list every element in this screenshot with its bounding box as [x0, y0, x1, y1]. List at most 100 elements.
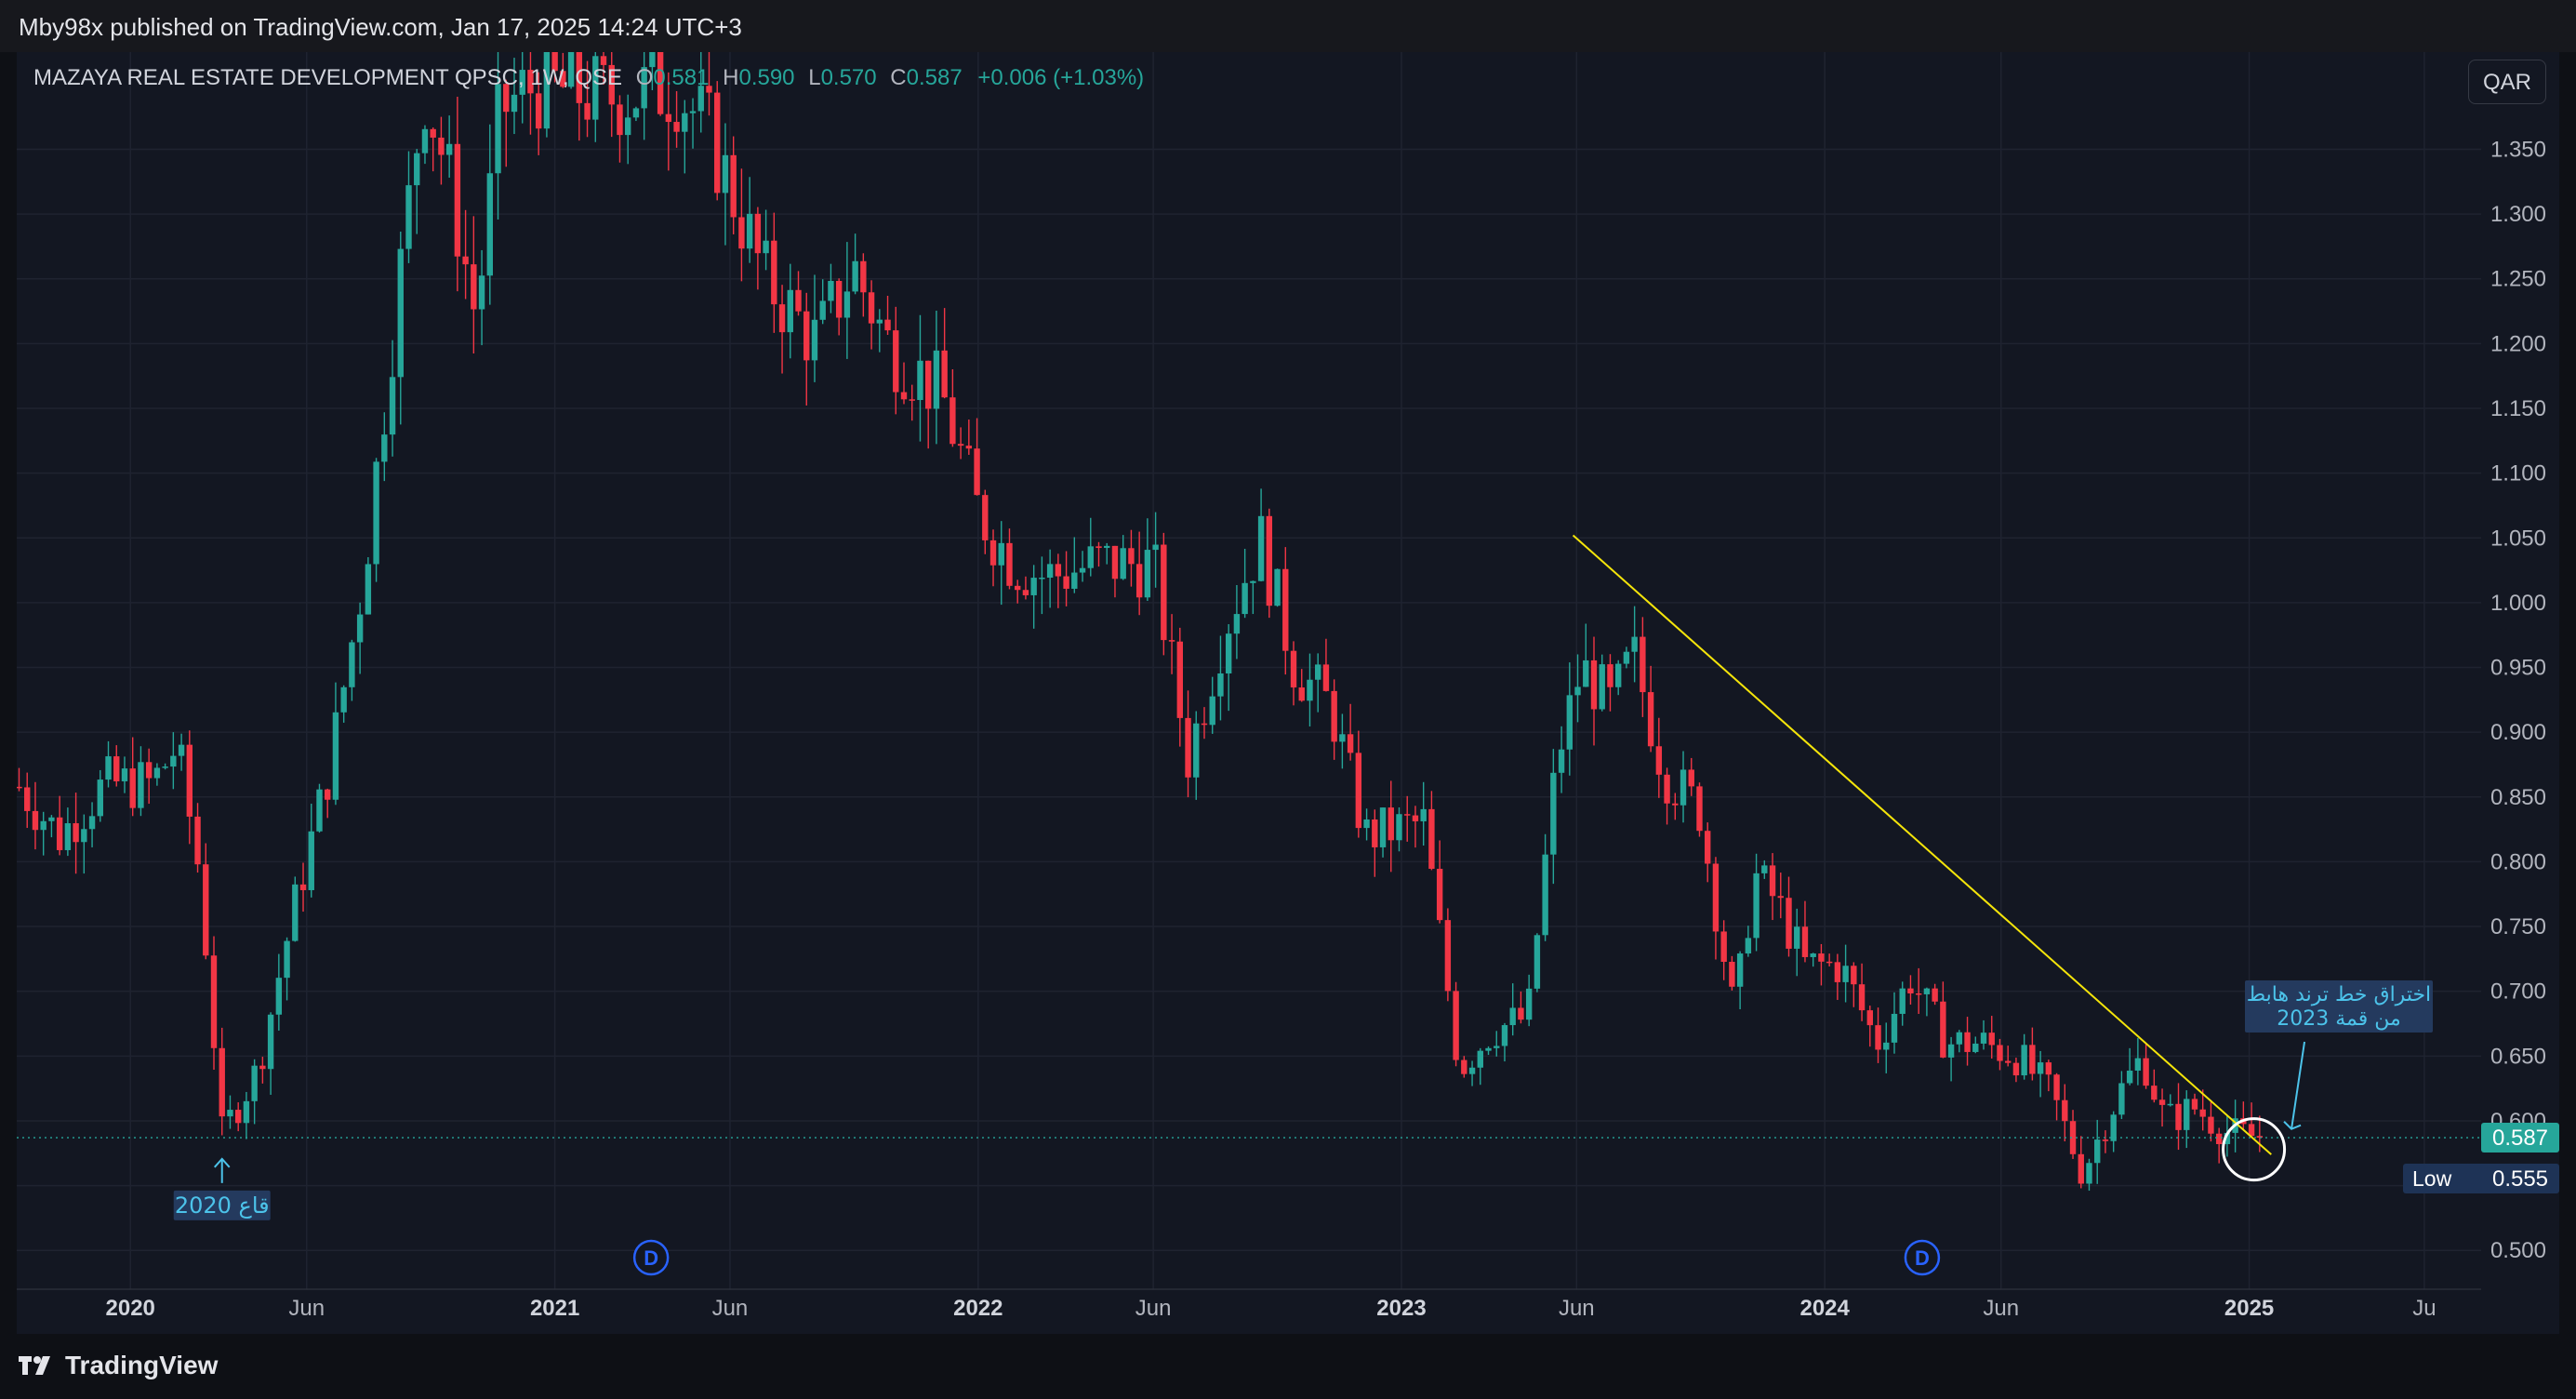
candle-body: [1736, 953, 1744, 987]
candle-body: [657, 52, 664, 114]
candle-body: [2078, 1153, 2084, 1184]
candle-body: [2224, 1132, 2231, 1144]
candle-body: [1250, 580, 1256, 583]
candle-body: [48, 817, 55, 821]
candle-body: [81, 829, 87, 843]
candle-body: [414, 153, 420, 186]
candle-body: [1794, 926, 1800, 949]
candle-body: [2118, 1083, 2125, 1115]
breakout-circle: [2222, 1117, 2287, 1182]
candle-body: [1298, 687, 1305, 701]
dividend-marker: [632, 1239, 670, 1276]
annotation-breakout-line: اختراق خط ترند هابط: [2247, 983, 2431, 1006]
candle-body: [1331, 690, 1337, 742]
candle-body: [1534, 935, 1541, 989]
candle-body: [1956, 1032, 1963, 1045]
candle-body: [584, 102, 591, 120]
candle-body: [1006, 542, 1013, 586]
candle-body: [1055, 564, 1062, 577]
candle-body: [365, 564, 372, 615]
candle-body: [714, 92, 721, 193]
candle-body: [795, 289, 802, 312]
candle-body: [445, 143, 453, 155]
price-axis-label: 0.700: [2490, 979, 2546, 1005]
candle-body: [2005, 1060, 2012, 1063]
candle-body: [852, 260, 858, 292]
candle-body: [56, 817, 63, 850]
candle-body: [121, 768, 128, 781]
price-axis-label: 0.900: [2490, 720, 2546, 745]
chart-canvas[interactable]: 0.5000.5500.6000.6500.7000.7500.8000.850…: [17, 52, 2559, 1334]
tradingview-logo[interactable]: TradingView: [19, 1351, 218, 1380]
candle-body: [1494, 1046, 1500, 1048]
candle-body: [706, 86, 712, 93]
candles-group: [17, 52, 2264, 1192]
candle-body: [1501, 1025, 1508, 1046]
candle-body: [1614, 663, 1622, 687]
candle-body: [275, 978, 283, 1015]
price-axis-label: 1.250: [2490, 267, 2546, 292]
candle-body: [138, 762, 144, 808]
candle-body: [811, 319, 818, 361]
candle-body: [1307, 679, 1313, 701]
candle-body: [746, 213, 753, 249]
time-axis-label: 2023: [1376, 1296, 1426, 1321]
candle-body: [632, 108, 640, 118]
candle-body: [592, 56, 599, 120]
candle-body: [2094, 1139, 2101, 1164]
candle-body: [917, 360, 923, 401]
candle-body: [1282, 568, 1289, 651]
candle-body: [1525, 988, 1533, 1020]
candle-body: [1087, 546, 1094, 568]
candle-body: [2045, 1062, 2052, 1075]
candle-body: [2143, 1058, 2149, 1086]
candle-body: [1388, 807, 1394, 841]
candle-body: [949, 397, 956, 445]
time-axis-label: 2021: [530, 1296, 579, 1321]
candle-body: [697, 86, 704, 112]
price-axis-label: 1.300: [2490, 202, 2546, 227]
low-label: L: [808, 65, 821, 90]
candle-body: [1453, 991, 1459, 1060]
candle-body: [1436, 869, 1443, 921]
annotation-arrowhead: [213, 1157, 231, 1168]
time-axis-label: Ju: [2412, 1296, 2436, 1321]
candle-body: [828, 280, 834, 301]
price-axis-label: 1.050: [2490, 526, 2546, 551]
candle-body: [1899, 988, 1905, 1014]
candle-body: [1680, 769, 1687, 806]
open-label: O: [635, 65, 654, 90]
candle-body: [957, 444, 964, 446]
candle-body: [495, 84, 501, 174]
candle-body: [1940, 1001, 1946, 1058]
candle-body: [860, 260, 867, 293]
time-axis-label: Jun: [1559, 1296, 1595, 1321]
dividend-marker-label: D: [1915, 1246, 1930, 1270]
annotation-box: [2245, 980, 2433, 1033]
currency-button[interactable]: QAR: [2468, 60, 2546, 104]
candle-body: [73, 823, 79, 843]
candle-body: [2151, 1086, 2158, 1100]
low-marker-value: 0.555: [2492, 1166, 2548, 1192]
low-marker-tag: [2403, 1164, 2559, 1194]
candle-body: [1745, 938, 1752, 954]
chart-pane[interactable]: 0.5000.5500.6000.6500.7000.7500.8000.850…: [17, 52, 2559, 1334]
candle-body: [389, 377, 396, 435]
candle-body: [1274, 568, 1281, 606]
candle-body: [909, 399, 915, 401]
candle-body: [682, 113, 688, 132]
candle-body: [170, 755, 177, 767]
candle-body: [1104, 545, 1110, 549]
candle-body: [1672, 803, 1679, 806]
candle-body: [1583, 660, 1589, 687]
candle-body: [819, 300, 826, 320]
candle-body: [1420, 808, 1427, 821]
candle-body: [2191, 1099, 2198, 1110]
candle-body: [203, 864, 209, 956]
candle-body: [299, 884, 307, 890]
candle-body: [754, 213, 762, 254]
candle-body: [689, 111, 697, 113]
candle-body: [1729, 961, 1735, 987]
candle-body: [1907, 988, 1914, 993]
tradingview-logo-text: TradingView: [65, 1351, 219, 1379]
